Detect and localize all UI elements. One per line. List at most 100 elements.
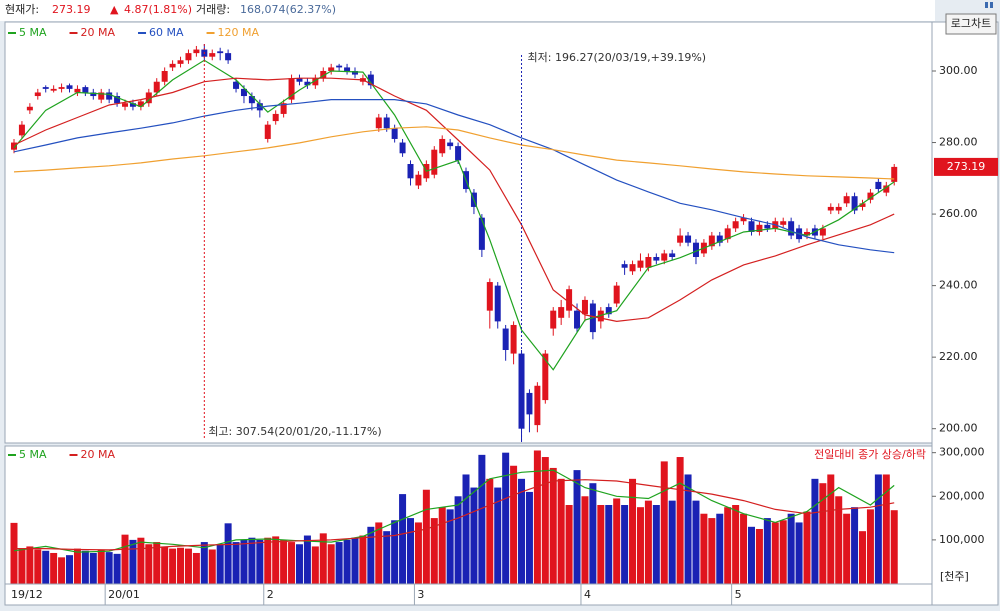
volume-bar [335, 542, 343, 584]
candle-body [574, 310, 581, 329]
menu-icon [990, 2, 993, 8]
volume-bar [581, 496, 589, 584]
volume-bar [827, 474, 835, 584]
volume-bar [89, 552, 97, 584]
volume-bar [58, 557, 66, 584]
volume-bar [811, 478, 819, 584]
volume-bar [264, 537, 272, 584]
volume-bar [644, 500, 652, 584]
volume-bar [732, 505, 740, 584]
candle-body [288, 78, 295, 100]
change-arrow: ▲ [110, 3, 119, 16]
volume-bar [866, 509, 874, 584]
candle-body [835, 206, 842, 211]
ma-line [13, 77, 895, 323]
volume-bar [652, 505, 660, 584]
candle-body [66, 85, 73, 89]
volume-bar [803, 511, 811, 584]
candle-body [867, 192, 874, 200]
volume-bar [375, 522, 383, 584]
volume-bar [26, 546, 34, 584]
candle-body [447, 142, 454, 147]
volume-bar [430, 518, 438, 584]
candle-body [764, 224, 771, 229]
legend-label: 20 MA [81, 448, 116, 461]
current-price: 273.19 [52, 3, 91, 16]
button-label[interactable]: 로그차트 [951, 17, 991, 30]
volume-bar [525, 491, 533, 584]
legend-label: 20 MA [81, 26, 116, 39]
volume-bar [589, 483, 597, 584]
y-tick-label: 260.00 [939, 207, 978, 220]
volume-bar [105, 552, 113, 584]
candle-body [526, 392, 533, 415]
change: 4.87(1.81%) [124, 3, 192, 16]
legend-label: 120 MA [218, 26, 260, 39]
volume-bar [34, 549, 42, 584]
candle-body [98, 92, 105, 100]
candle-body [677, 235, 684, 243]
candle-body [383, 117, 390, 129]
candle-body [843, 196, 850, 204]
candle-body [716, 235, 723, 243]
candle-body [645, 257, 652, 268]
candle-body [708, 235, 715, 247]
price-label: 현재가: [5, 3, 39, 16]
header-bar [0, 0, 935, 21]
candle-body [82, 87, 89, 93]
volume-bar [533, 450, 541, 584]
volume-bar [478, 454, 486, 584]
candle-body [653, 257, 660, 261]
candle-body [851, 196, 858, 211]
candle-body [661, 253, 668, 261]
volume-bar [771, 522, 779, 584]
candle-body [550, 310, 557, 329]
volume-bar [50, 552, 58, 584]
volume-bar [549, 467, 557, 584]
volume-bar [256, 539, 264, 584]
y-tick-label: 240.00 [939, 279, 978, 292]
candle-body [605, 307, 612, 315]
candle-body [780, 221, 787, 225]
candle-body [312, 78, 319, 86]
candle-body [883, 185, 890, 193]
volume-bar [113, 553, 121, 584]
candle-body [225, 53, 232, 61]
unit-label: [천주] [940, 569, 969, 583]
volume-bar [676, 457, 684, 584]
volume-bar [383, 531, 391, 584]
low-annotation: 최저: 196.27(20/03/19,+39.19%) [528, 51, 707, 64]
candle-body [478, 217, 485, 250]
x-axis-strip [4, 583, 933, 606]
volume-bar [470, 487, 478, 584]
volume-bar [200, 542, 208, 584]
candle-body [18, 124, 25, 136]
x-tick-label: 5 [735, 588, 742, 601]
candle-body [502, 328, 509, 351]
y-axis-column [931, 21, 999, 606]
candle-body [510, 324, 517, 354]
volume-bar [407, 518, 414, 584]
volume-value: 168,074(62.37%) [240, 3, 336, 16]
candle-body [26, 106, 33, 111]
candle-body [685, 235, 692, 243]
legend-label: 5 MA [19, 448, 47, 461]
candle-body [304, 81, 311, 86]
volume-bar [557, 478, 565, 584]
candle-body [542, 353, 549, 401]
candle-body [399, 142, 406, 154]
volume-bar [303, 535, 311, 584]
volume-bar [692, 500, 700, 584]
volume-bar [541, 457, 549, 584]
volume-bar [73, 548, 81, 584]
menu-icon [985, 2, 988, 8]
log-chart-button[interactable]: 로그차트 [945, 13, 997, 35]
volume-bar [137, 537, 145, 584]
button-frame[interactable] [945, 13, 997, 35]
y-tick-label: 200.00 [939, 422, 978, 435]
candle-body [137, 101, 144, 107]
candle-body [185, 53, 192, 61]
volume-bar [700, 513, 708, 584]
volume-bar [177, 547, 185, 584]
